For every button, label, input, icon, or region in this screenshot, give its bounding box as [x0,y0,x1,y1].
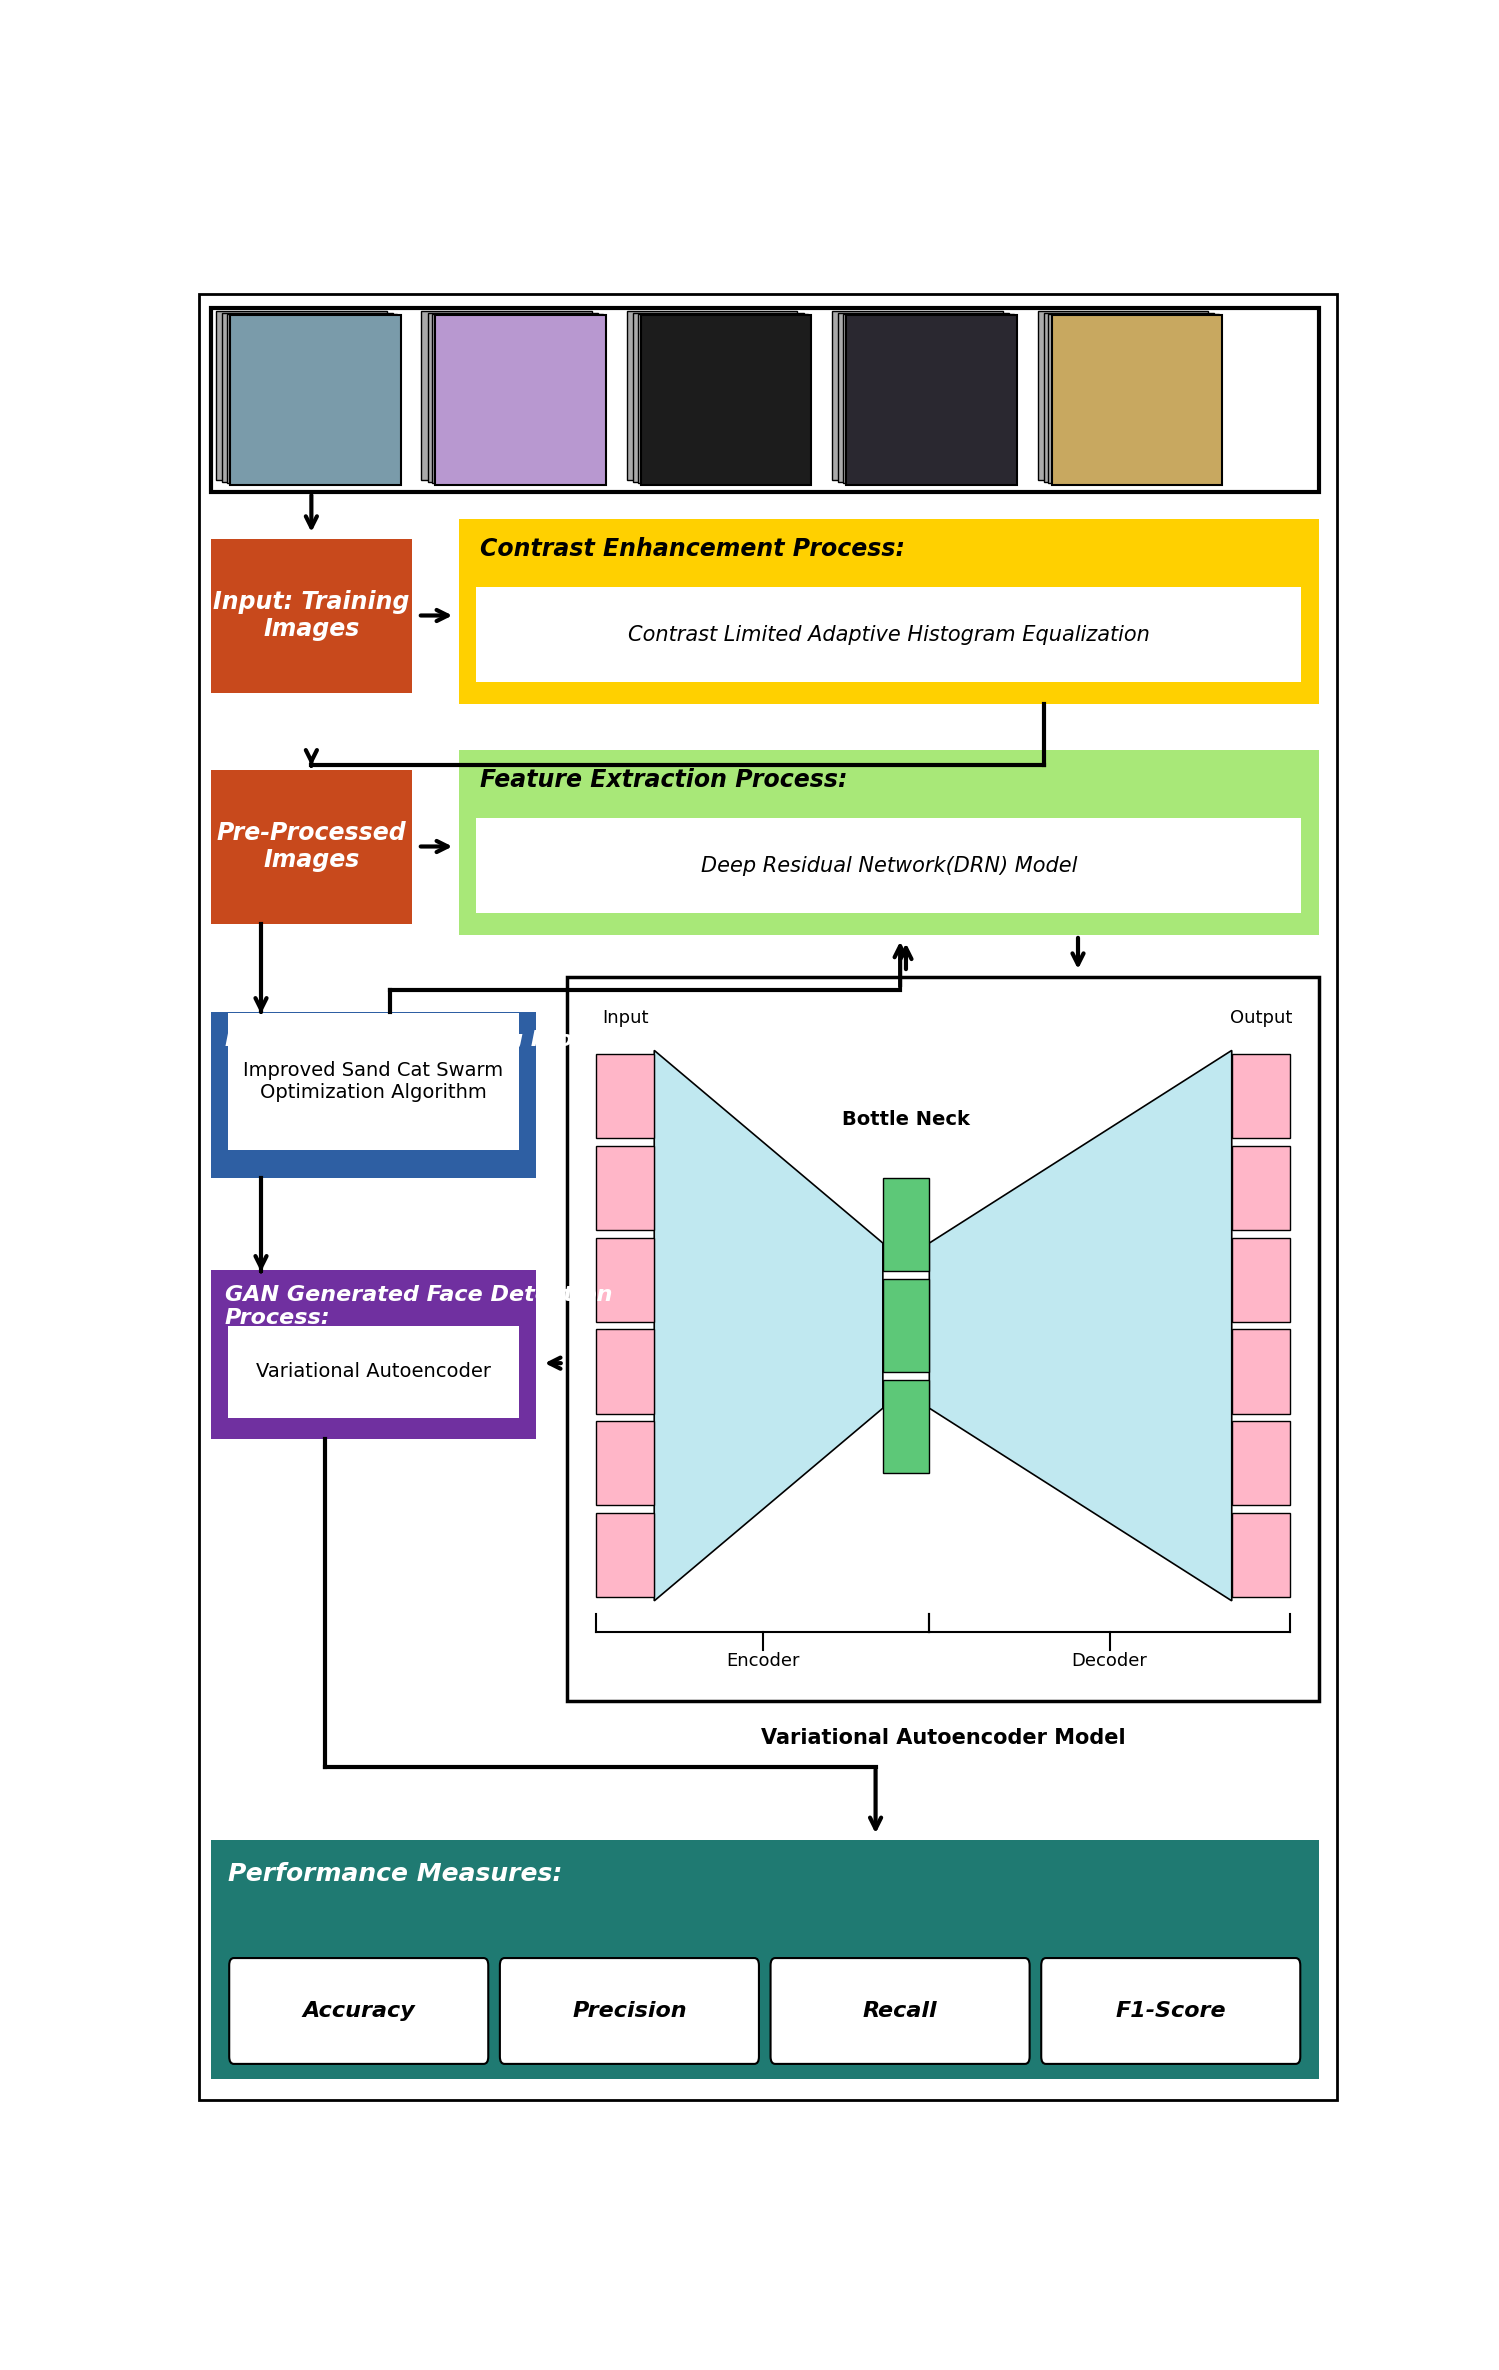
Text: Variational Autoencoder Model: Variational Autoencoder Model [760,1728,1126,1747]
Bar [597,1422,654,1505]
Bar [228,1014,519,1149]
Bar [477,588,1301,683]
Bar [211,538,412,692]
Bar [1051,315,1222,483]
Bar [838,313,1009,481]
Bar [211,308,1319,493]
Bar [421,310,592,481]
FancyBboxPatch shape [1042,1958,1300,2064]
Bar [842,315,1013,483]
Bar [427,313,598,481]
Text: Recall: Recall [863,2000,937,2022]
Text: Performance Measures:: Performance Measures: [228,1863,562,1887]
Bar [637,315,808,483]
Text: Decoder: Decoder [1072,1652,1148,1671]
Bar [435,315,606,483]
Bar [1232,1055,1289,1138]
Text: Feature Extraction Process:: Feature Extraction Process: [480,768,847,792]
Text: Improved Sand Cat Swarm
Optimization Algorithm: Improved Sand Cat Swarm Optimization Alg… [243,1062,504,1102]
Text: Variational Autoencoder: Variational Autoencoder [256,1363,490,1382]
Bar [883,1178,929,1270]
Bar [459,519,1319,704]
Text: F1-Score: F1-Score [1115,2000,1226,2022]
FancyBboxPatch shape [229,1958,489,2064]
Bar [597,1237,654,1322]
Text: Hyperparameter Tuning Process:: Hyperparameter Tuning Process: [225,1031,636,1050]
Bar [597,1330,654,1413]
Text: Encoder: Encoder [726,1652,799,1671]
Text: Deep Residual Network(DRN) Model: Deep Residual Network(DRN) Model [700,856,1076,875]
Bar [597,1055,654,1138]
Bar [1232,1330,1289,1413]
Bar [211,1270,537,1439]
Text: Output: Output [1229,1010,1292,1026]
Polygon shape [654,1050,883,1600]
Text: GAN Generated Face Detection
Process:: GAN Generated Face Detection Process: [225,1285,612,1327]
Text: Input: Training
Images: Input: Training Images [213,590,409,642]
Bar [832,310,1003,481]
Bar [597,1145,654,1230]
Bar [633,313,803,481]
Bar [1037,310,1208,481]
Bar [226,315,397,483]
Bar [1232,1422,1289,1505]
Bar [597,1512,654,1597]
Bar [228,1327,519,1417]
Bar [211,1839,1319,2078]
Text: Accuracy: Accuracy [303,2000,415,2022]
FancyBboxPatch shape [770,1958,1030,2064]
Bar [1232,1237,1289,1322]
Bar [845,315,1016,483]
Bar [567,976,1319,1702]
Text: Input: Input [603,1010,649,1026]
Text: Bottle Neck: Bottle Neck [842,1109,970,1128]
Bar [1043,313,1214,481]
Bar [640,315,811,483]
Bar [1232,1512,1289,1597]
Bar [229,315,400,483]
Text: Precision: Precision [573,2000,687,2022]
Bar [477,818,1301,912]
Bar [883,1280,929,1372]
Bar [222,313,393,481]
Bar [211,1012,537,1178]
Text: Contrast Enhancement Process:: Contrast Enhancement Process: [480,538,904,562]
Polygon shape [929,1050,1232,1600]
Bar [1048,315,1219,483]
Bar [627,310,797,481]
Bar [1232,1145,1289,1230]
Bar [216,310,387,481]
Bar [432,315,603,483]
Bar [459,751,1319,936]
Text: Pre-Processed
Images: Pre-Processed Images [216,820,406,872]
Text: Contrast Limited Adaptive Histogram Equalization: Contrast Limited Adaptive Histogram Equa… [628,626,1150,645]
Bar [211,770,412,924]
Bar [883,1379,929,1474]
FancyBboxPatch shape [499,1958,758,2064]
